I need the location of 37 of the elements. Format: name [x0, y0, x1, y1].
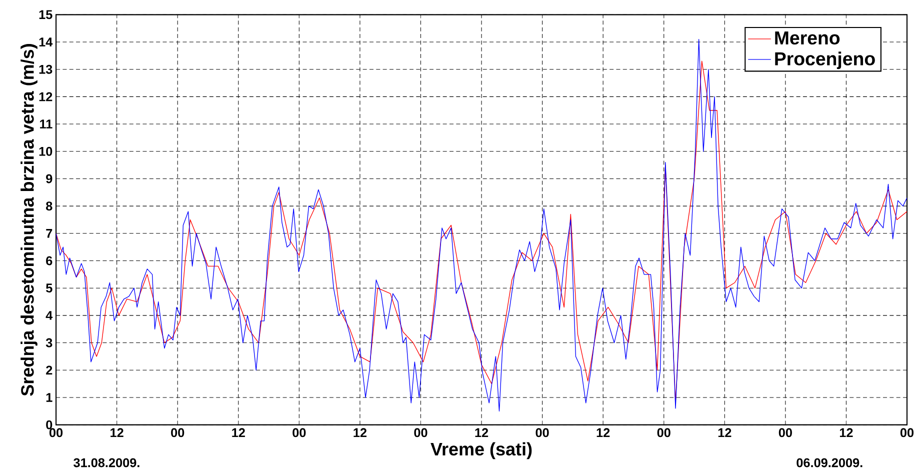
y-tick-label: 6	[46, 256, 52, 266]
x-tick-label: 12	[475, 428, 488, 437]
x-tick-label: 00	[292, 428, 306, 438]
y-tick-label: 15	[39, 10, 52, 20]
legend-label: Procenjeno	[775, 52, 875, 70]
y-tick-label: 7	[46, 228, 52, 238]
y-tick-label: 0	[46, 420, 52, 430]
x-tick-label: 12	[354, 428, 366, 437]
y-tick-label: 14	[39, 38, 53, 46]
y-tick-label: 1	[46, 393, 52, 402]
x-tick-label: 00	[536, 428, 549, 438]
y-tick-label: 10	[39, 146, 52, 156]
y-tick-label: 3	[46, 338, 52, 348]
x-axis-title: Vreme (sati)	[430, 442, 532, 460]
y-tick-label: 4	[46, 310, 53, 320]
x-tick-label: 12	[718, 428, 732, 437]
x-tick-label: 00	[414, 428, 428, 438]
x-tick-label: 12	[232, 428, 245, 437]
legend-label: Mereno	[775, 31, 840, 44]
y-axis-title: Srednja desetominutna brzina vetra (m/s)	[20, 44, 38, 396]
y-tick-label: 5	[46, 284, 52, 292]
y-tick-label: 12	[39, 92, 52, 102]
text: 06.09.2009.	[796, 458, 862, 468]
x-tick-label: 12	[596, 428, 610, 437]
y-tick-label: 13	[39, 64, 52, 74]
y-tick-label: 2	[46, 366, 52, 374]
x-tick-label: 00	[900, 428, 914, 438]
x-tick-label: 00	[778, 428, 792, 438]
x-tick-label: 12	[110, 428, 124, 437]
y-tick-label: 8	[46, 202, 52, 210]
text: 31.08.2009.	[74, 458, 140, 468]
x-tick-label: 12	[840, 428, 853, 437]
x-tick-label: 00	[171, 428, 184, 438]
x-tick-label: 00	[657, 428, 670, 438]
y-tick-label: 11	[40, 120, 52, 128]
x-tick-label: 00	[49, 428, 63, 438]
y-tick-label: 9	[46, 174, 52, 184]
